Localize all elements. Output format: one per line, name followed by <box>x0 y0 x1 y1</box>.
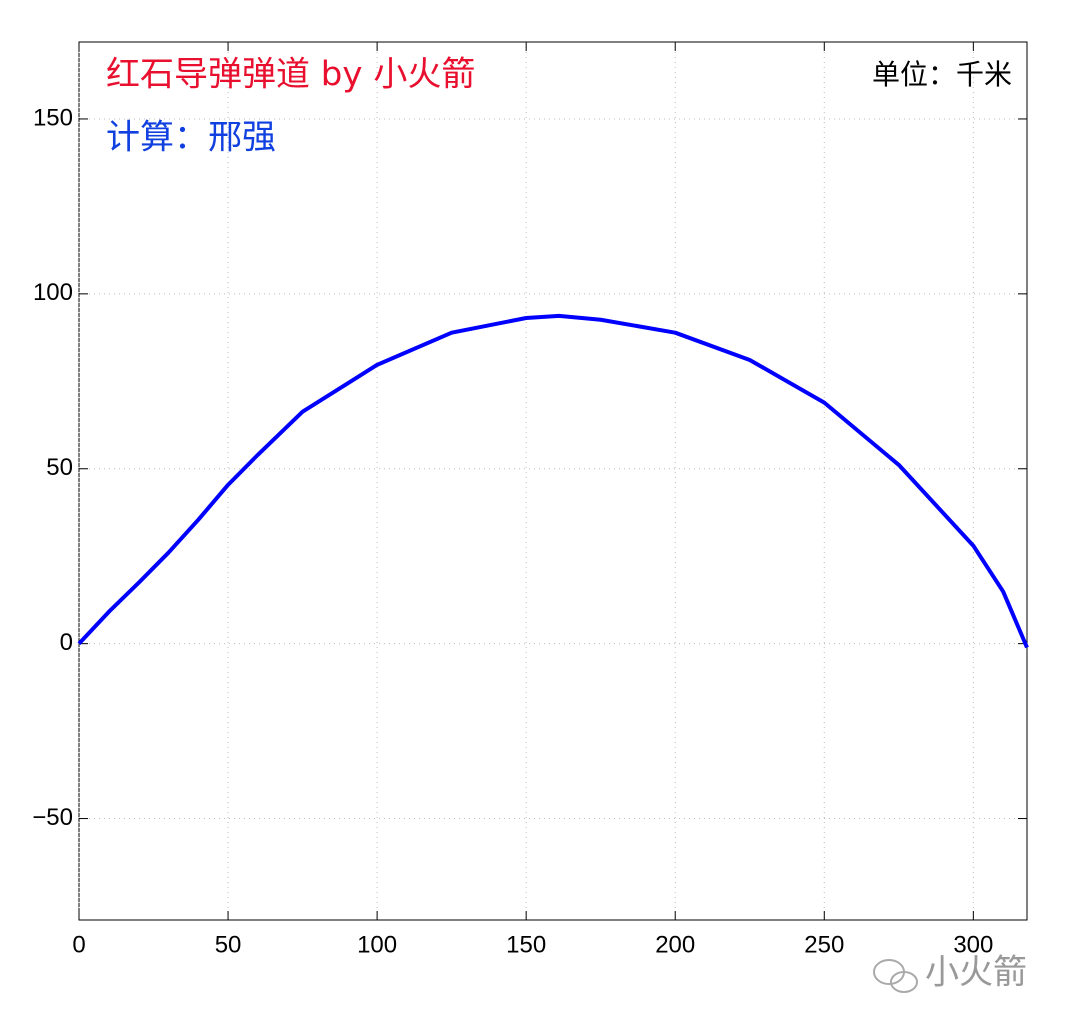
y-tick-label: 100 <box>33 279 73 306</box>
x-tick-label: 200 <box>655 931 695 958</box>
grid <box>78 42 1027 920</box>
unit-label: 单位：千米 <box>872 58 1012 91</box>
x-tick-label: 300 <box>953 931 993 958</box>
chart-title: 红石导弹弹道 by 小火箭 <box>106 55 475 95</box>
x-tick-label: 0 <box>72 931 85 958</box>
data-line <box>77 313 1029 649</box>
y-tick-label: 0 <box>60 629 73 656</box>
x-tick-label: 50 <box>215 931 242 958</box>
x-tick-label: 150 <box>506 931 546 958</box>
chart-subtitle: 计算：邢强 <box>106 118 276 158</box>
watermark: 小火箭 <box>925 953 1027 993</box>
x-tick-label: 250 <box>804 931 844 958</box>
y-tick-label: −50 <box>32 804 73 831</box>
y-tick-label: 150 <box>33 104 73 131</box>
y-tick-label: 50 <box>46 454 73 481</box>
plot-area <box>78 41 1028 921</box>
watermark-icon <box>873 959 918 993</box>
x-tick-label: 100 <box>357 931 397 958</box>
marks <box>77 313 1029 649</box>
